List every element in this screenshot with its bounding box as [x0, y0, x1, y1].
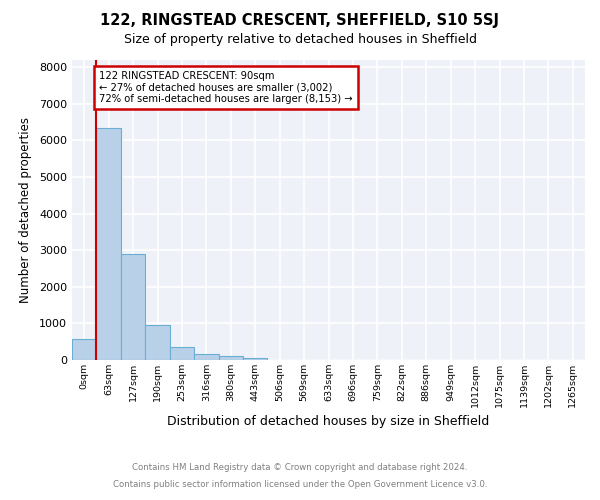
Text: Contains public sector information licensed under the Open Government Licence v3: Contains public sector information licen… — [113, 480, 487, 489]
X-axis label: Distribution of detached houses by size in Sheffield: Distribution of detached houses by size … — [167, 416, 490, 428]
Text: 122, RINGSTEAD CRESCENT, SHEFFIELD, S10 5SJ: 122, RINGSTEAD CRESCENT, SHEFFIELD, S10 … — [101, 12, 499, 28]
Text: 122 RINGSTEAD CRESCENT: 90sqm
← 27% of detached houses are smaller (3,002)
72% o: 122 RINGSTEAD CRESCENT: 90sqm ← 27% of d… — [100, 71, 353, 104]
Bar — [121, 254, 145, 360]
Text: Size of property relative to detached houses in Sheffield: Size of property relative to detached ho… — [124, 32, 476, 46]
Bar — [243, 358, 268, 360]
Bar — [194, 354, 218, 360]
Bar — [72, 339, 97, 360]
Bar — [145, 325, 170, 360]
Bar — [97, 128, 121, 360]
Bar — [218, 356, 243, 360]
Bar — [170, 347, 194, 360]
Text: Contains HM Land Registry data © Crown copyright and database right 2024.: Contains HM Land Registry data © Crown c… — [132, 464, 468, 472]
Y-axis label: Number of detached properties: Number of detached properties — [19, 117, 32, 303]
